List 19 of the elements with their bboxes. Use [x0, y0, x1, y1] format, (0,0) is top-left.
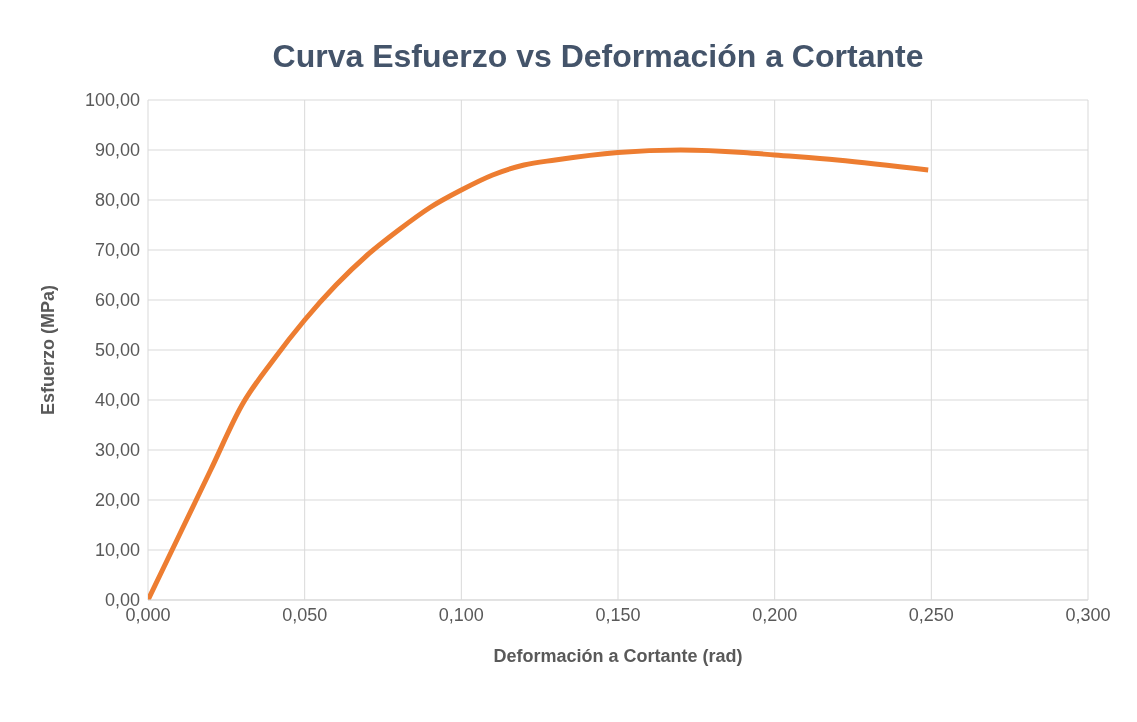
x-tick-label: 0,250 [908, 604, 954, 625]
y-axis-title: Esfuerzo (MPa) [38, 284, 59, 416]
chart-title: Curva Esfuerzo vs Deformación a Cortante [271, 37, 925, 74]
x-tick-label: 0,050 [282, 604, 328, 625]
y-tick-label: 80,00 [94, 190, 140, 211]
x-tick-label: 0,300 [1065, 604, 1111, 625]
y-tick-label: 50,00 [94, 340, 140, 361]
y-tick-label: 10,00 [94, 540, 140, 561]
y-tick-label: 90,00 [94, 140, 140, 161]
y-tick-label: 100,00 [84, 90, 140, 111]
x-axis-title: Deformación a Cortante (rad) [493, 646, 743, 666]
x-tick-label: 0,150 [595, 604, 641, 625]
y-tick-label: 70,00 [94, 240, 140, 261]
x-tick-label: 0,200 [752, 604, 798, 625]
x-tick-label: 0,100 [438, 604, 484, 625]
y-tick-label: 60,00 [94, 290, 140, 311]
y-tick-label: 20,00 [94, 490, 140, 511]
y-tick-label: 40,00 [94, 390, 140, 411]
y-tick-label: 30,00 [94, 440, 140, 461]
